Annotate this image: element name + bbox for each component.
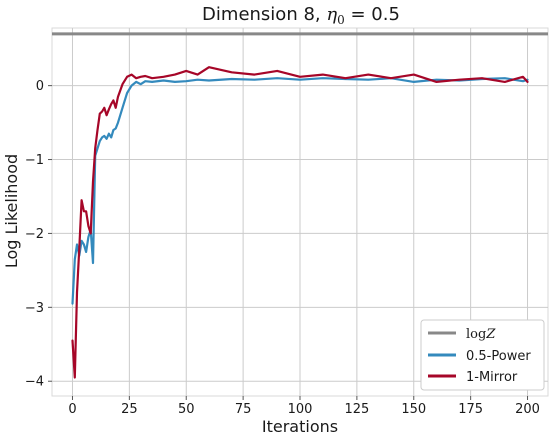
legend-label-power: 0.5-Power (466, 349, 531, 364)
title-subscript: 0 (337, 13, 345, 27)
x-tick-label: 75 (235, 402, 252, 417)
x-tick-label: 25 (121, 402, 138, 417)
title-suffix: = 0.5 (345, 4, 400, 25)
y-axis-label: Log Likelihood (2, 154, 21, 268)
title-eta: η (326, 4, 337, 25)
legend-logz-var: Z (485, 327, 496, 342)
x-tick-label: 125 (344, 402, 369, 417)
y-tick-label: 0 (36, 79, 44, 94)
y-axis: 0 −1 −2 −3 −4 (25, 79, 52, 390)
grid (52, 28, 548, 396)
y-tick-label: −4 (25, 375, 44, 390)
chart-title: Dimension 8, η0 = 0.5 (202, 4, 400, 27)
y-tick-label: −1 (25, 153, 44, 168)
x-axis-label: Iterations (262, 417, 338, 433)
x-tick-label: 150 (401, 402, 426, 417)
x-tick-label: 0 (68, 402, 76, 417)
y-tick-label: −3 (25, 301, 44, 316)
legend: logZ 0.5-Power 1-Mirror (420, 319, 545, 391)
x-tick-label: 175 (458, 402, 483, 417)
legend-box (420, 319, 545, 391)
legend-label-logz: logZ (466, 327, 496, 342)
x-tick-label: 50 (178, 402, 195, 417)
x-tick-label: 200 (515, 402, 540, 417)
legend-logz-fn: log (466, 327, 486, 342)
y-tick-label: −2 (25, 227, 44, 242)
x-tick-label: 100 (288, 402, 313, 417)
title-prefix: Dimension 8, (202, 4, 326, 25)
legend-label-mirror: 1-Mirror (466, 370, 518, 385)
series-line-mirror (71, 66, 529, 379)
x-axis: 0 25 50 75 100 125 150 175 200 (68, 396, 540, 417)
series-group (71, 66, 529, 379)
